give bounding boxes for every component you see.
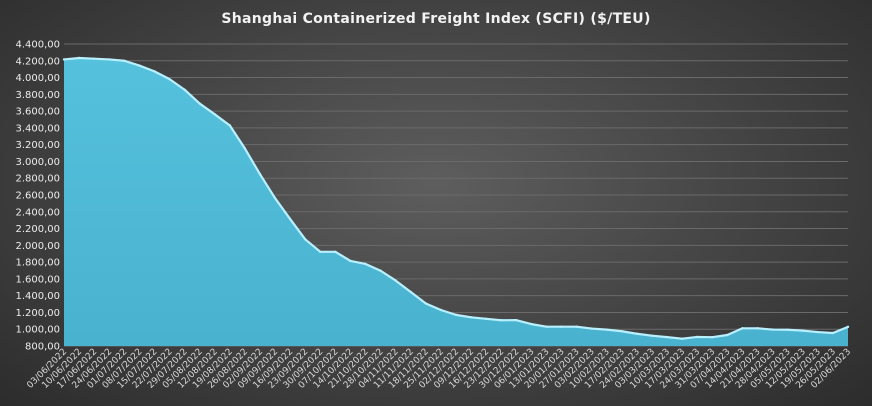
data-point	[364, 262, 367, 266]
data-point	[650, 334, 654, 337]
y-tick-label: 1.400,00	[15, 291, 60, 302]
data-point	[711, 335, 714, 339]
data-point	[439, 308, 443, 312]
series-area	[64, 58, 848, 346]
data-point	[273, 196, 277, 200]
data-point	[530, 322, 533, 326]
y-tick-label: 2.400,00	[15, 207, 60, 218]
data-point	[319, 250, 322, 253]
y-axis: 800,00 1.000,00 1.200,00 1.400,00 1.600,00 1.…	[15, 40, 60, 353]
data-point	[198, 102, 201, 105]
y-tick-label: 2.000,00	[15, 241, 60, 252]
data-point	[560, 325, 563, 328]
y-tick-label: 2.200,00	[15, 224, 60, 235]
data-point	[123, 59, 126, 62]
data-point	[349, 259, 352, 263]
data-point	[831, 331, 835, 335]
data-point	[469, 316, 473, 319]
data-point	[304, 238, 307, 241]
data-point	[500, 319, 503, 322]
x-axis: 03/06/202210/06/202217/06/202224/06/2022…	[25, 347, 853, 391]
data-point	[771, 328, 774, 331]
data-point	[424, 302, 428, 305]
data-point	[183, 88, 186, 91]
y-tick-label: 3.400,00	[15, 123, 60, 134]
data-point	[756, 327, 759, 330]
data-point	[153, 70, 156, 73]
data-point	[816, 330, 820, 334]
y-tick-label: 1.800,00	[15, 258, 60, 269]
data-point	[138, 64, 141, 67]
data-point	[665, 335, 669, 339]
data-point	[243, 147, 247, 150]
y-tick-label: 1.200,00	[15, 308, 60, 319]
data-point	[515, 318, 518, 322]
data-point	[288, 217, 292, 221]
data-point	[108, 58, 111, 61]
data-point	[846, 325, 850, 329]
data-point	[696, 335, 699, 339]
data-point	[680, 337, 684, 340]
data-point	[62, 58, 66, 61]
data-point	[801, 329, 804, 332]
data-point	[605, 328, 608, 331]
data-point	[334, 250, 337, 253]
y-tick-label: 800,00	[25, 342, 60, 353]
y-tick-label: 4.200,00	[15, 56, 60, 67]
data-point	[575, 325, 578, 328]
data-point	[168, 77, 171, 81]
data-point	[620, 330, 624, 333]
y-tick-label: 1.000,00	[15, 325, 60, 336]
data-point	[409, 290, 412, 294]
data-point	[228, 124, 232, 127]
y-tick-label: 3.800,00	[15, 90, 60, 101]
data-point	[590, 327, 593, 330]
y-tick-label: 1.600,00	[15, 274, 60, 285]
data-point	[454, 313, 458, 317]
chart-title: Shanghai Containerized Freight Index (SC…	[221, 11, 650, 27]
data-point	[258, 173, 262, 176]
data-point	[484, 317, 488, 321]
data-point	[786, 328, 789, 331]
y-tick-label: 3.200,00	[15, 140, 60, 151]
y-tick-label: 4.400,00	[15, 40, 60, 51]
y-tick-label: 3.600,00	[15, 107, 60, 118]
data-point	[545, 325, 548, 328]
series-scfi	[62, 56, 850, 346]
data-point	[92, 57, 96, 60]
data-point	[726, 333, 729, 337]
y-tick-label: 4.000,00	[15, 73, 60, 84]
data-point	[213, 113, 216, 116]
y-tick-label: 2.800,00	[15, 174, 60, 185]
y-tick-label: 3.000,00	[15, 157, 60, 168]
data-point	[394, 279, 397, 282]
data-point	[741, 327, 744, 330]
data-point	[635, 332, 639, 335]
y-tick-label: 2.600,00	[15, 191, 60, 202]
data-point	[77, 56, 81, 60]
data-point	[379, 269, 382, 272]
